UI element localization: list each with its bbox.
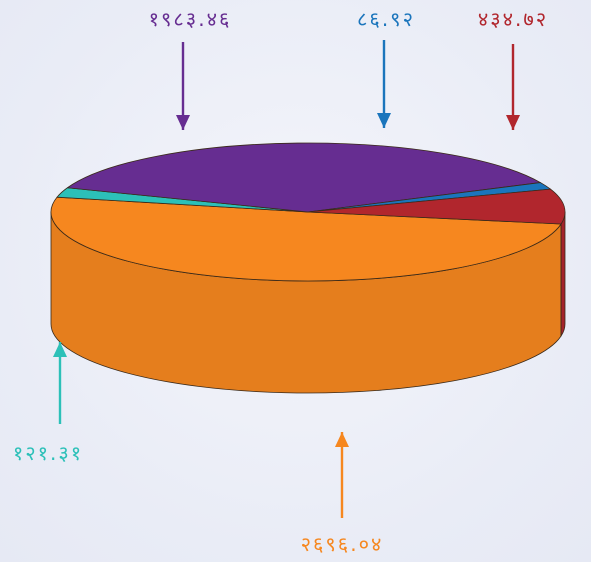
pie-top-faces bbox=[50, 142, 566, 282]
pie-slice-1-arrow-head bbox=[335, 432, 349, 447]
pie-slice-5-label: ४३४.७२ bbox=[478, 7, 548, 31]
pie-slice-3-arrow-head bbox=[176, 115, 190, 130]
pie-slice-2-label: १२१.३१ bbox=[13, 441, 83, 465]
pie-slice-5-side bbox=[560, 211, 566, 337]
pie-slice-2-arrow-head bbox=[53, 342, 67, 357]
pie-slice-3-label: १९८३.४६ bbox=[149, 7, 232, 31]
pie-labels: २६९६.०४ १२१.३१ १९८३.४६ ८६.९२ ४३४.७२ bbox=[13, 7, 548, 556]
pie-slice-3[interactable] bbox=[67, 142, 541, 213]
pie-slice-1-label: २६९६.०४ bbox=[301, 532, 384, 556]
pie-slice-4-arrow-head bbox=[377, 113, 391, 128]
pie-slice-5-arrow-head bbox=[506, 115, 520, 130]
pie-slice-5[interactable] bbox=[307, 188, 566, 225]
pie-slice-4-label: ८६.९२ bbox=[357, 7, 415, 31]
